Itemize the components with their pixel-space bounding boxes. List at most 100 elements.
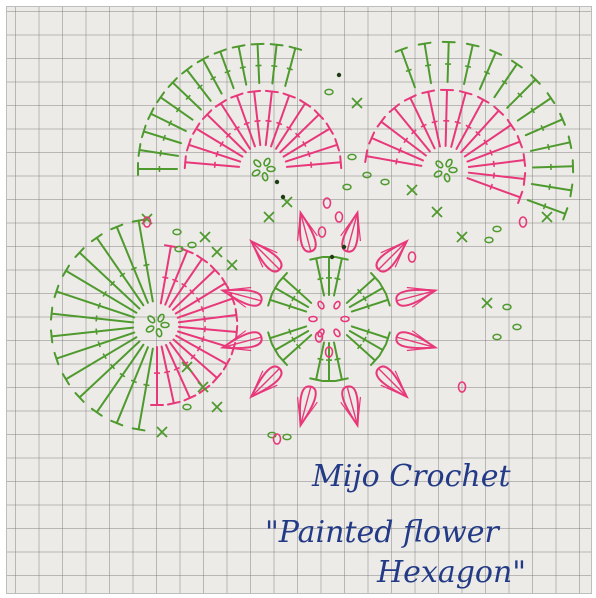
top-right-pink-stitches bbox=[388, 103, 400, 113]
top-left-ring bbox=[261, 172, 269, 182]
top-right-green-stitches bbox=[478, 51, 497, 91]
top-right-green-stitches bbox=[526, 199, 567, 215]
center-green-stitches bbox=[277, 355, 288, 366]
chain-stitch-mark bbox=[380, 178, 390, 186]
center-pink-petal bbox=[396, 289, 436, 302]
center-pink-petal bbox=[356, 212, 362, 242]
top-left-ring bbox=[251, 169, 261, 177]
top-left-green-stitches bbox=[168, 120, 173, 127]
top-right-green-stitches bbox=[517, 92, 523, 98]
top-left-pink-stitches bbox=[265, 119, 272, 123]
top-right-pink-stitches bbox=[397, 147, 402, 154]
left-green-stitches bbox=[61, 373, 70, 386]
left-green-stitches bbox=[50, 312, 135, 324]
chain-stitch-mark bbox=[362, 171, 372, 179]
left-green-stitches bbox=[97, 302, 101, 309]
left-green-stitches bbox=[53, 284, 60, 299]
chain-stitch-mark bbox=[182, 403, 192, 411]
top-left-green-stitches bbox=[284, 47, 297, 87]
left-pink-stitches bbox=[159, 245, 172, 305]
top-left-pink-stitches bbox=[284, 143, 339, 163]
center-pink-petal bbox=[406, 286, 436, 292]
left-pink-stitches bbox=[190, 354, 196, 360]
top-left-green-stitches bbox=[149, 112, 187, 132]
top-right-ring bbox=[445, 158, 453, 168]
left-green-stitches bbox=[64, 336, 138, 381]
top-left-green-stitches bbox=[231, 44, 246, 49]
top-right-pink-stitches bbox=[395, 158, 398, 165]
left-pink-stitches bbox=[176, 297, 234, 319]
center-pink-petal bbox=[250, 368, 280, 398]
center-green-stitches bbox=[315, 257, 326, 297]
top-right-pink-stitches bbox=[427, 90, 441, 148]
center-pink-petal bbox=[346, 212, 359, 252]
top-right-pink-stitches bbox=[489, 149, 493, 156]
top-left-pink-stitches bbox=[219, 141, 224, 147]
pink-chain-mark bbox=[334, 211, 344, 223]
center-green-stitches bbox=[281, 334, 313, 362]
top-right-pink-stitches bbox=[522, 153, 527, 168]
center-green-stitches bbox=[362, 336, 367, 343]
chain-stitch-mark bbox=[502, 303, 512, 311]
top-left-green-stitches bbox=[167, 77, 178, 88]
top-left-pink-stitches bbox=[184, 161, 241, 168]
top-right-green-stitches bbox=[446, 41, 450, 84]
left-green-stitches bbox=[110, 223, 124, 231]
top-right-pink-stitches bbox=[522, 171, 527, 186]
left-green-stitches bbox=[49, 329, 54, 344]
top-left-pink-stitches bbox=[201, 109, 213, 120]
center-pink-petal bbox=[396, 336, 436, 349]
center-pink-petal bbox=[250, 240, 264, 268]
center-green-stitches bbox=[362, 295, 367, 302]
left-green-stitches bbox=[95, 343, 145, 414]
top-right-pink-stitches bbox=[492, 160, 495, 167]
center-pink-petal bbox=[222, 286, 252, 292]
center-pink-petal bbox=[250, 240, 278, 254]
top-right-pink-stitches bbox=[368, 131, 376, 145]
left-green-stitches bbox=[55, 290, 136, 319]
top-right-pink-stitches bbox=[475, 130, 481, 137]
left-pink-stitches bbox=[200, 306, 205, 313]
chain-stitch-mark bbox=[492, 333, 502, 341]
top-left-green-stitches bbox=[213, 48, 227, 55]
top-right-green-stitches bbox=[562, 207, 569, 221]
top-left-green-stitches bbox=[237, 45, 248, 86]
center-green-stitches bbox=[350, 325, 389, 340]
top-left-pink-stitches bbox=[264, 89, 279, 94]
left-pink-stitches bbox=[164, 370, 171, 374]
top-left-green-stitches bbox=[159, 96, 194, 121]
center-green-stitches bbox=[269, 325, 308, 340]
top-left-green-stitches bbox=[138, 148, 180, 157]
center-pink-petal bbox=[250, 384, 278, 398]
center-green-stitches bbox=[334, 277, 341, 281]
left-green-stitches bbox=[95, 328, 98, 335]
single-crochet-mark bbox=[197, 381, 209, 393]
pink-chain-mark bbox=[314, 331, 324, 343]
pink-chain-mark bbox=[518, 216, 528, 228]
center-pink-petal bbox=[250, 370, 264, 398]
top-left-pink-stitches bbox=[253, 90, 262, 147]
chain-stitch-mark bbox=[347, 153, 357, 161]
top-right-pink-stitches bbox=[403, 137, 409, 144]
crochet-chart-drawing bbox=[49, 40, 575, 445]
top-left-pink-stitches bbox=[285, 161, 342, 168]
center-pink-petal bbox=[300, 212, 318, 237]
top-right-green-stitches bbox=[542, 203, 547, 210]
left-pink-stitches bbox=[164, 249, 189, 306]
top-left-green-stitches bbox=[224, 69, 231, 74]
left-pink-stitches bbox=[230, 341, 237, 356]
center-green-stitches bbox=[356, 288, 363, 295]
top-right-pink-stitches bbox=[465, 124, 472, 129]
left-pink-stitches bbox=[212, 372, 222, 384]
left-pink-stitches bbox=[183, 394, 197, 402]
top-left-pink-stitches bbox=[233, 126, 240, 131]
center-pink-petal bbox=[375, 239, 409, 273]
single-crochet-mark bbox=[181, 361, 193, 373]
left-pink-stitches bbox=[201, 336, 205, 343]
top-left-green-stitches bbox=[210, 76, 217, 81]
center-green-stitches bbox=[356, 343, 363, 350]
center-ring bbox=[340, 315, 350, 323]
center-ring bbox=[333, 328, 341, 338]
chain-stitch-mark bbox=[492, 225, 502, 233]
left-green-stitches bbox=[130, 379, 137, 384]
